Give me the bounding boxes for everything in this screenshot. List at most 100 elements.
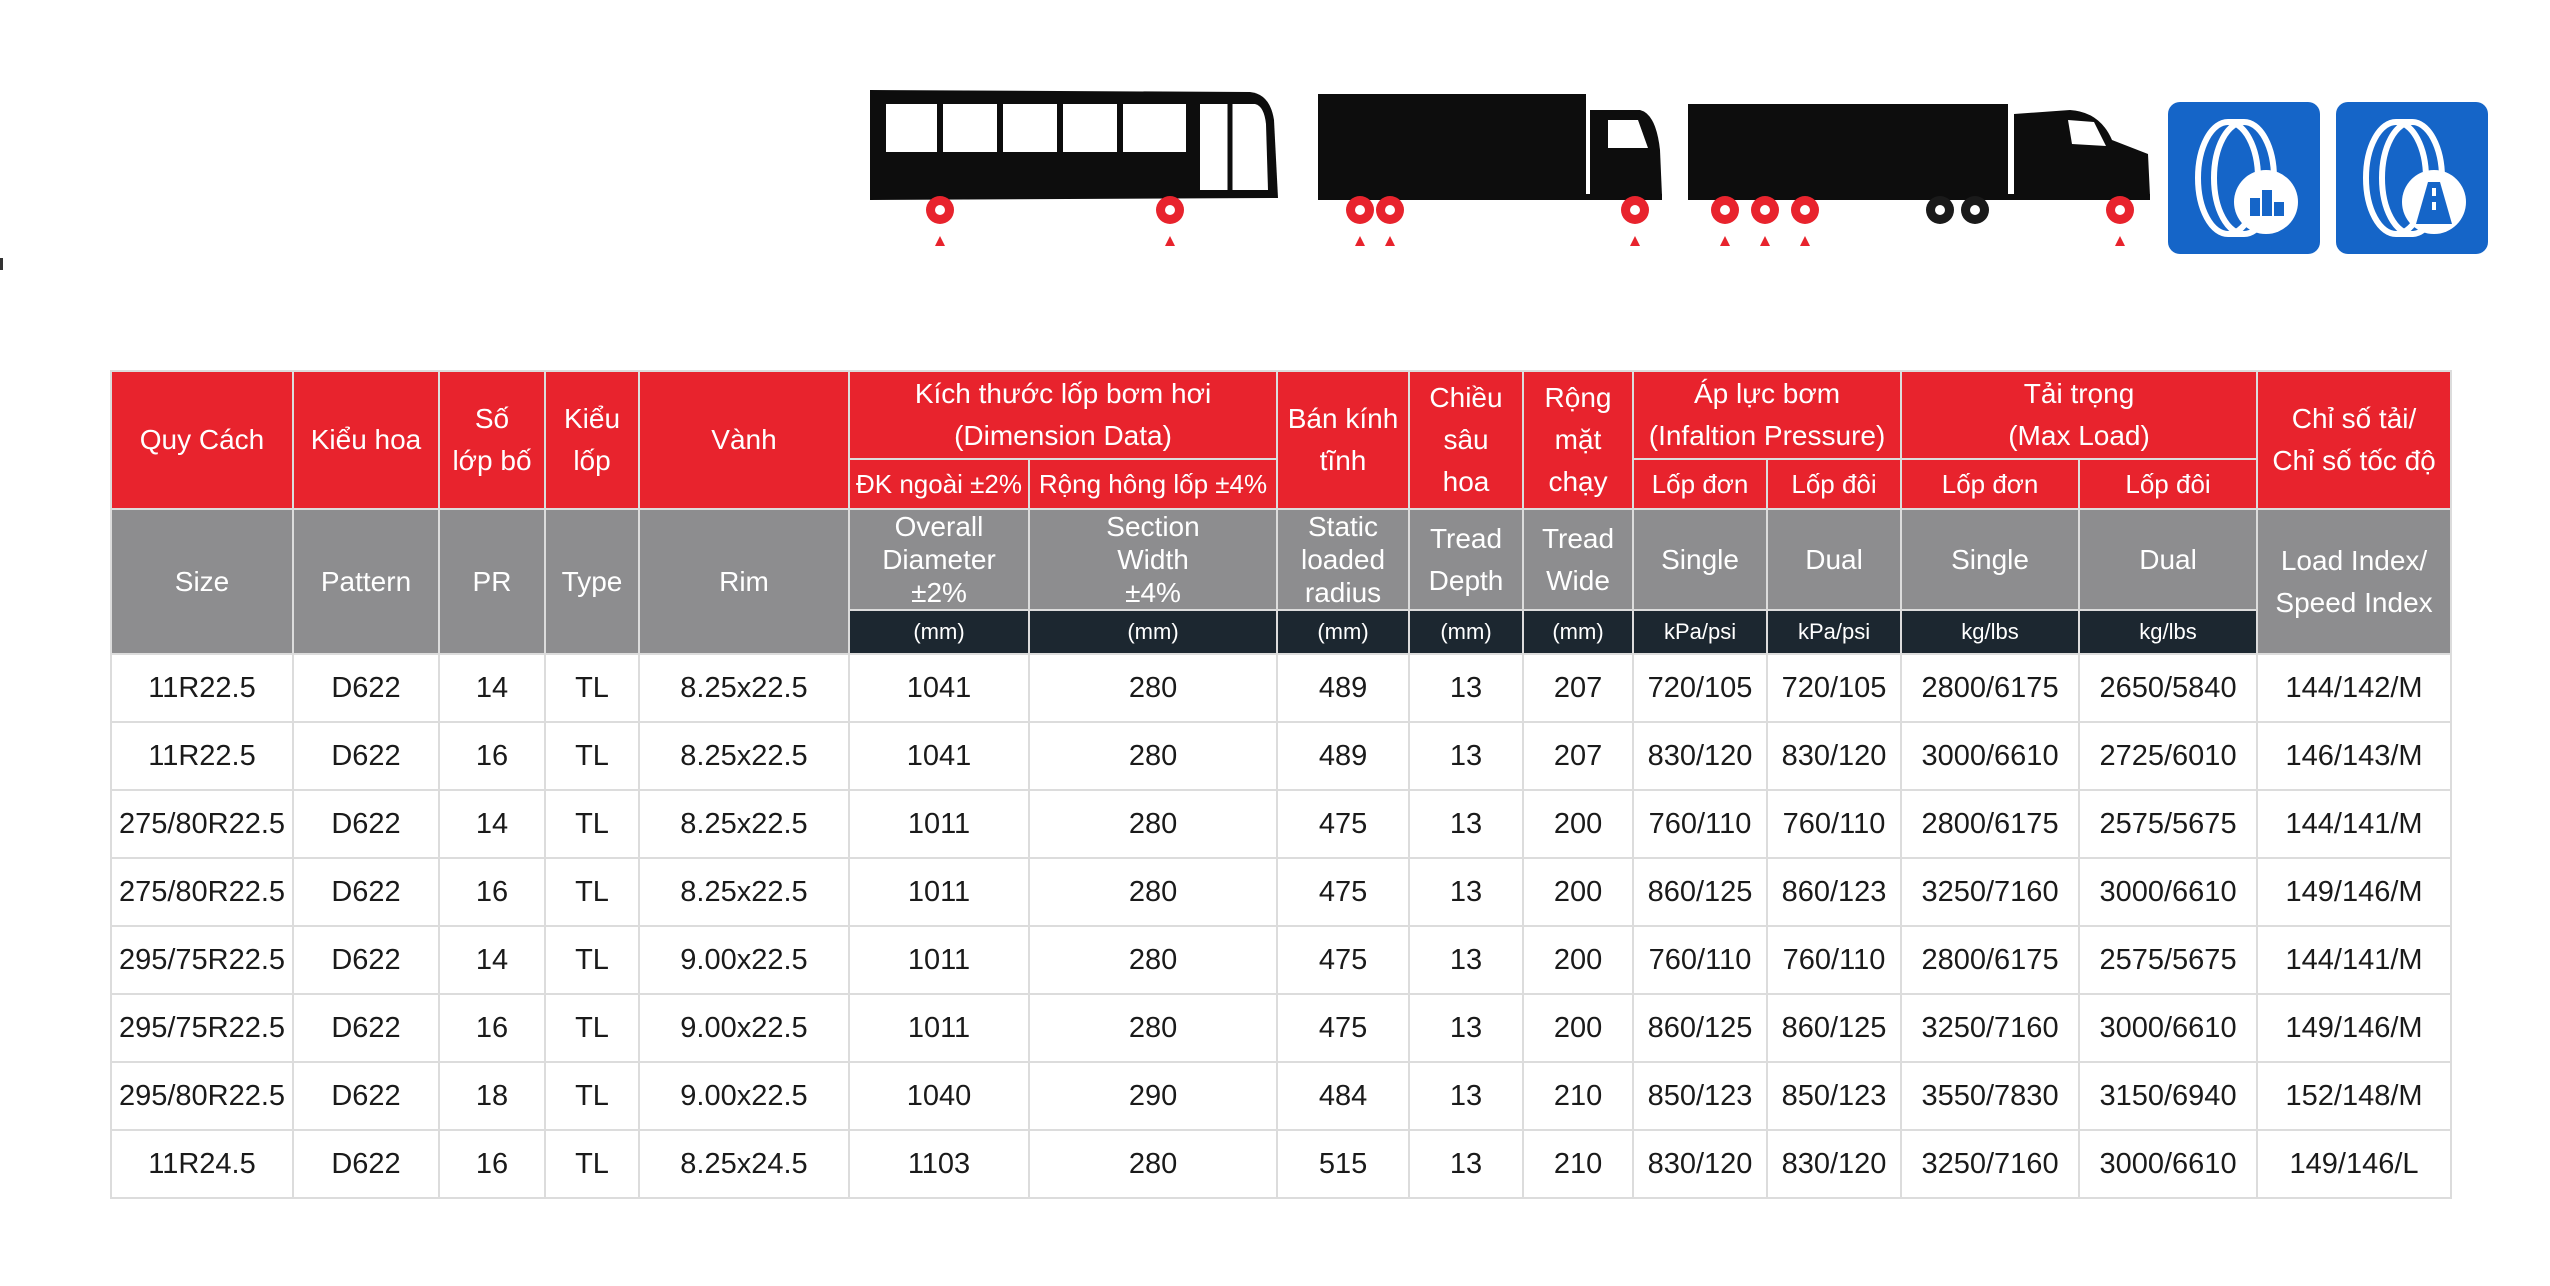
cell-pr: 14 (438, 925, 546, 995)
cell-load-speed-index: 146/143/M (2256, 721, 2453, 791)
unit-sw: (mm) (1027, 609, 1279, 655)
header-sw-vi: Rộng hông lốp ±4% (1027, 458, 1279, 510)
header-rim-vi: Vành (638, 370, 850, 510)
cell-size: 275/80R22.5 (110, 789, 294, 859)
cell-static-radius: 475 (1276, 993, 1411, 1063)
cell-tread-depth: 13 (1408, 789, 1525, 859)
cell-type: TL (544, 1129, 640, 1199)
tire-city-icon (2195, 119, 2298, 237)
cell-size: 295/75R22.5 (110, 993, 294, 1063)
cell-pressure-dual: 760/110 (1766, 789, 1903, 859)
table-row: 275/80R22.5 D622 16 TL 8.25x22.5 1011 280 475 13… (110, 857, 2453, 927)
header-radius-en: Static loaded radius (1276, 508, 1411, 611)
cell-pressure-single: 860/125 (1632, 993, 1769, 1063)
table-row: 295/75R22.5 D622 14 TL 9.00x22.5 1011 280 475 13… (110, 925, 2453, 995)
cell-pattern: D622 (292, 993, 440, 1063)
cell-overall-diameter: 1011 (848, 857, 1030, 927)
tire-highway-badge (2336, 102, 2488, 254)
cell-rim: 8.25x22.5 (638, 789, 850, 859)
cell-pattern: D622 (292, 1129, 440, 1199)
cell-tread-wide: 210 (1522, 1061, 1635, 1131)
cell-rim: 9.00x22.5 (638, 1061, 850, 1131)
cell-overall-diameter: 1041 (848, 721, 1030, 791)
cell-section-width: 290 (1027, 1061, 1279, 1131)
cell-pr: 14 (438, 789, 546, 859)
header-type-en: Type (544, 508, 640, 655)
cell-section-width: 280 (1027, 721, 1279, 791)
tire-city-badge (2168, 102, 2320, 254)
header-od-vi: ĐK ngoài ±2% (848, 458, 1030, 510)
cell-load-single: 2800/6175 (1900, 789, 2081, 859)
cell-section-width: 280 (1027, 857, 1279, 927)
cell-pr: 18 (438, 1061, 546, 1131)
cell-load-single: 3250/7160 (1900, 857, 2081, 927)
cell-pressure-dual: 830/120 (1766, 721, 1903, 791)
cell-tread-depth: 13 (1408, 925, 1525, 995)
cell-pressure-dual: 850/123 (1766, 1061, 1903, 1131)
cell-load-dual: 3150/6940 (2078, 1061, 2259, 1131)
unit-wide: (mm) (1522, 609, 1635, 655)
cell-size: 11R22.5 (110, 653, 294, 723)
cell-size: 11R22.5 (110, 721, 294, 791)
cell-rim: 9.00x22.5 (638, 993, 850, 1063)
unit-depth: (mm) (1408, 609, 1525, 655)
cell-tread-depth: 13 (1408, 653, 1525, 723)
cell-load-dual: 3000/6610 (2078, 857, 2259, 927)
cell-pr: 14 (438, 653, 546, 723)
cell-rim: 8.25x22.5 (638, 653, 850, 723)
table-row: 295/80R22.5 D622 18 TL 9.00x22.5 1040 290 484 13… (110, 1061, 2453, 1131)
header-rim-en: Rim (638, 508, 850, 655)
header-size-en: Size (110, 508, 294, 655)
cell-load-dual: 3000/6610 (2078, 1129, 2259, 1199)
cell-static-radius: 475 (1276, 925, 1411, 995)
header-wide-en: Tread Wide (1522, 508, 1635, 611)
header-pattern-vi: Kiểu hoa (292, 370, 440, 510)
cell-load-single: 3250/7160 (1900, 1129, 2081, 1199)
cell-static-radius: 489 (1276, 653, 1411, 723)
header-l-dual-en: Dual (2078, 508, 2259, 611)
header-od-en: Overall Diameter ±2% (848, 508, 1030, 611)
cell-pattern: D622 (292, 789, 440, 859)
cell-pressure-single: 860/125 (1632, 857, 1769, 927)
cell-overall-diameter: 1040 (848, 1061, 1030, 1131)
header-p-dual-vi: Lốp đôi (1766, 458, 1903, 510)
table-row: 11R24.5 D622 16 TL 8.25x24.5 1103 280 515 13 210 8… (110, 1129, 2453, 1199)
cell-pressure-single: 830/120 (1632, 1129, 1769, 1199)
cell-tread-depth: 13 (1408, 1061, 1525, 1131)
edge-mark (0, 258, 3, 270)
unit-p-dual: kPa/psi (1766, 609, 1903, 655)
cell-section-width: 280 (1027, 993, 1279, 1063)
unit-od: (mm) (848, 609, 1030, 655)
cell-pattern: D622 (292, 1061, 440, 1131)
tire-highway-icon (2363, 119, 2466, 237)
cell-overall-diameter: 1011 (848, 789, 1030, 859)
cell-load-single: 3550/7830 (1900, 1061, 2081, 1131)
header-radius-vi: Bán kính tĩnh (1276, 370, 1411, 510)
header-l-single-en: Single (1900, 508, 2081, 611)
header-dimension-vi: Kích thước lốp bơm hơi (Dimension Data) (847, 370, 1279, 460)
cell-load-single: 2800/6175 (1900, 925, 2081, 995)
bus-icon (870, 90, 1278, 246)
cell-load-speed-index: 149/146/L (2256, 1129, 2453, 1199)
cell-load-single: 2800/6175 (1900, 653, 2081, 723)
header-depth-vi: Chiều sâu hoa (1408, 370, 1525, 510)
cell-tread-depth: 13 (1408, 993, 1525, 1063)
cell-section-width: 280 (1027, 653, 1279, 723)
cell-pressure-dual: 720/105 (1766, 653, 1903, 723)
cell-tread-depth: 13 (1408, 1129, 1525, 1199)
unit-radius: (mm) (1276, 609, 1411, 655)
cell-load-speed-index: 149/146/M (2256, 993, 2453, 1063)
cell-pressure-single: 830/120 (1632, 721, 1769, 791)
cell-type: TL (544, 925, 640, 995)
cell-pr: 16 (438, 857, 546, 927)
spec-table-body: 11R22.5 D622 14 TL 8.25x22.5 1041 280 489 13 207 7… (110, 653, 2453, 1199)
cell-load-single: 3000/6610 (1900, 721, 2081, 791)
cell-load-dual: 3000/6610 (2078, 993, 2259, 1063)
header-size-vi: Quy Cách (110, 370, 294, 510)
vehicles-icon (870, 90, 2150, 246)
cell-static-radius: 475 (1276, 789, 1411, 859)
unit-l-single: kg/lbs (1900, 609, 2081, 655)
cell-pr: 16 (438, 993, 546, 1063)
cell-load-dual: 2575/5675 (2078, 925, 2259, 995)
cell-load-dual: 2650/5840 (2078, 653, 2259, 723)
